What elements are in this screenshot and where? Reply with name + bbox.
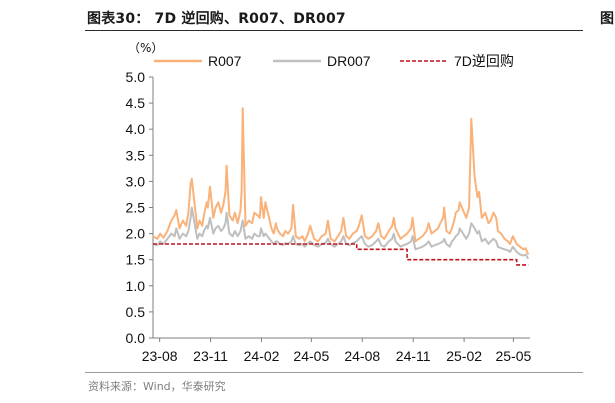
y-tick-label: 1.0 [126,278,146,294]
y-tick-label: 4.0 [126,121,146,137]
x-tick-label: 24-02 [244,348,280,364]
y-tick-label: 1.5 [126,252,146,268]
legend-label-1: DR007 [327,53,371,69]
chart-axes: 0.0 0.5 1.0 1.5 2.0 2.5 3.0 3.5 4.0 4.5 5.0 23-08 23… [126,69,532,364]
x-tick-label: 25-05 [495,348,531,364]
y-tick-label: 2.0 [126,226,146,242]
plot-area [152,107,530,266]
x-tick-label: 24-11 [396,348,431,364]
x-tick-label: 24-08 [344,348,380,364]
chart-title: 图表30： 7D 逆回购、R007、DR007 [87,11,346,27]
source-divider [85,372,583,373]
x-tick-label: 23-11 [193,348,228,364]
next-figure-fragment: 图 [600,11,614,27]
series-line-2 [153,243,529,266]
y-tick-label: 2.5 [126,200,146,216]
chart-legend: R007 DR007 7D逆回购 [154,53,514,69]
legend-label-2: 7D逆回购 [454,53,514,69]
series-line-0 [152,107,530,255]
y-axis-unit-label: （%） [128,41,163,55]
source-note: 资料来源：Wind，华泰研究 [88,380,226,393]
y-tick-label: 5.0 [126,69,146,85]
series-line-1 [152,206,530,260]
y-tick-label: 0.5 [126,304,146,320]
legend-label-0: R007 [208,53,242,69]
x-tick-label: 24-05 [293,348,329,364]
y-tick-label: 0.0 [126,330,146,346]
y-tick-label: 4.5 [126,95,146,111]
title-divider [85,30,583,31]
x-tick-label: 23-08 [142,348,178,364]
y-tick-label: 3.5 [126,147,146,163]
x-tick-label: 25-02 [446,348,482,364]
y-tick-label: 3.0 [126,173,146,189]
